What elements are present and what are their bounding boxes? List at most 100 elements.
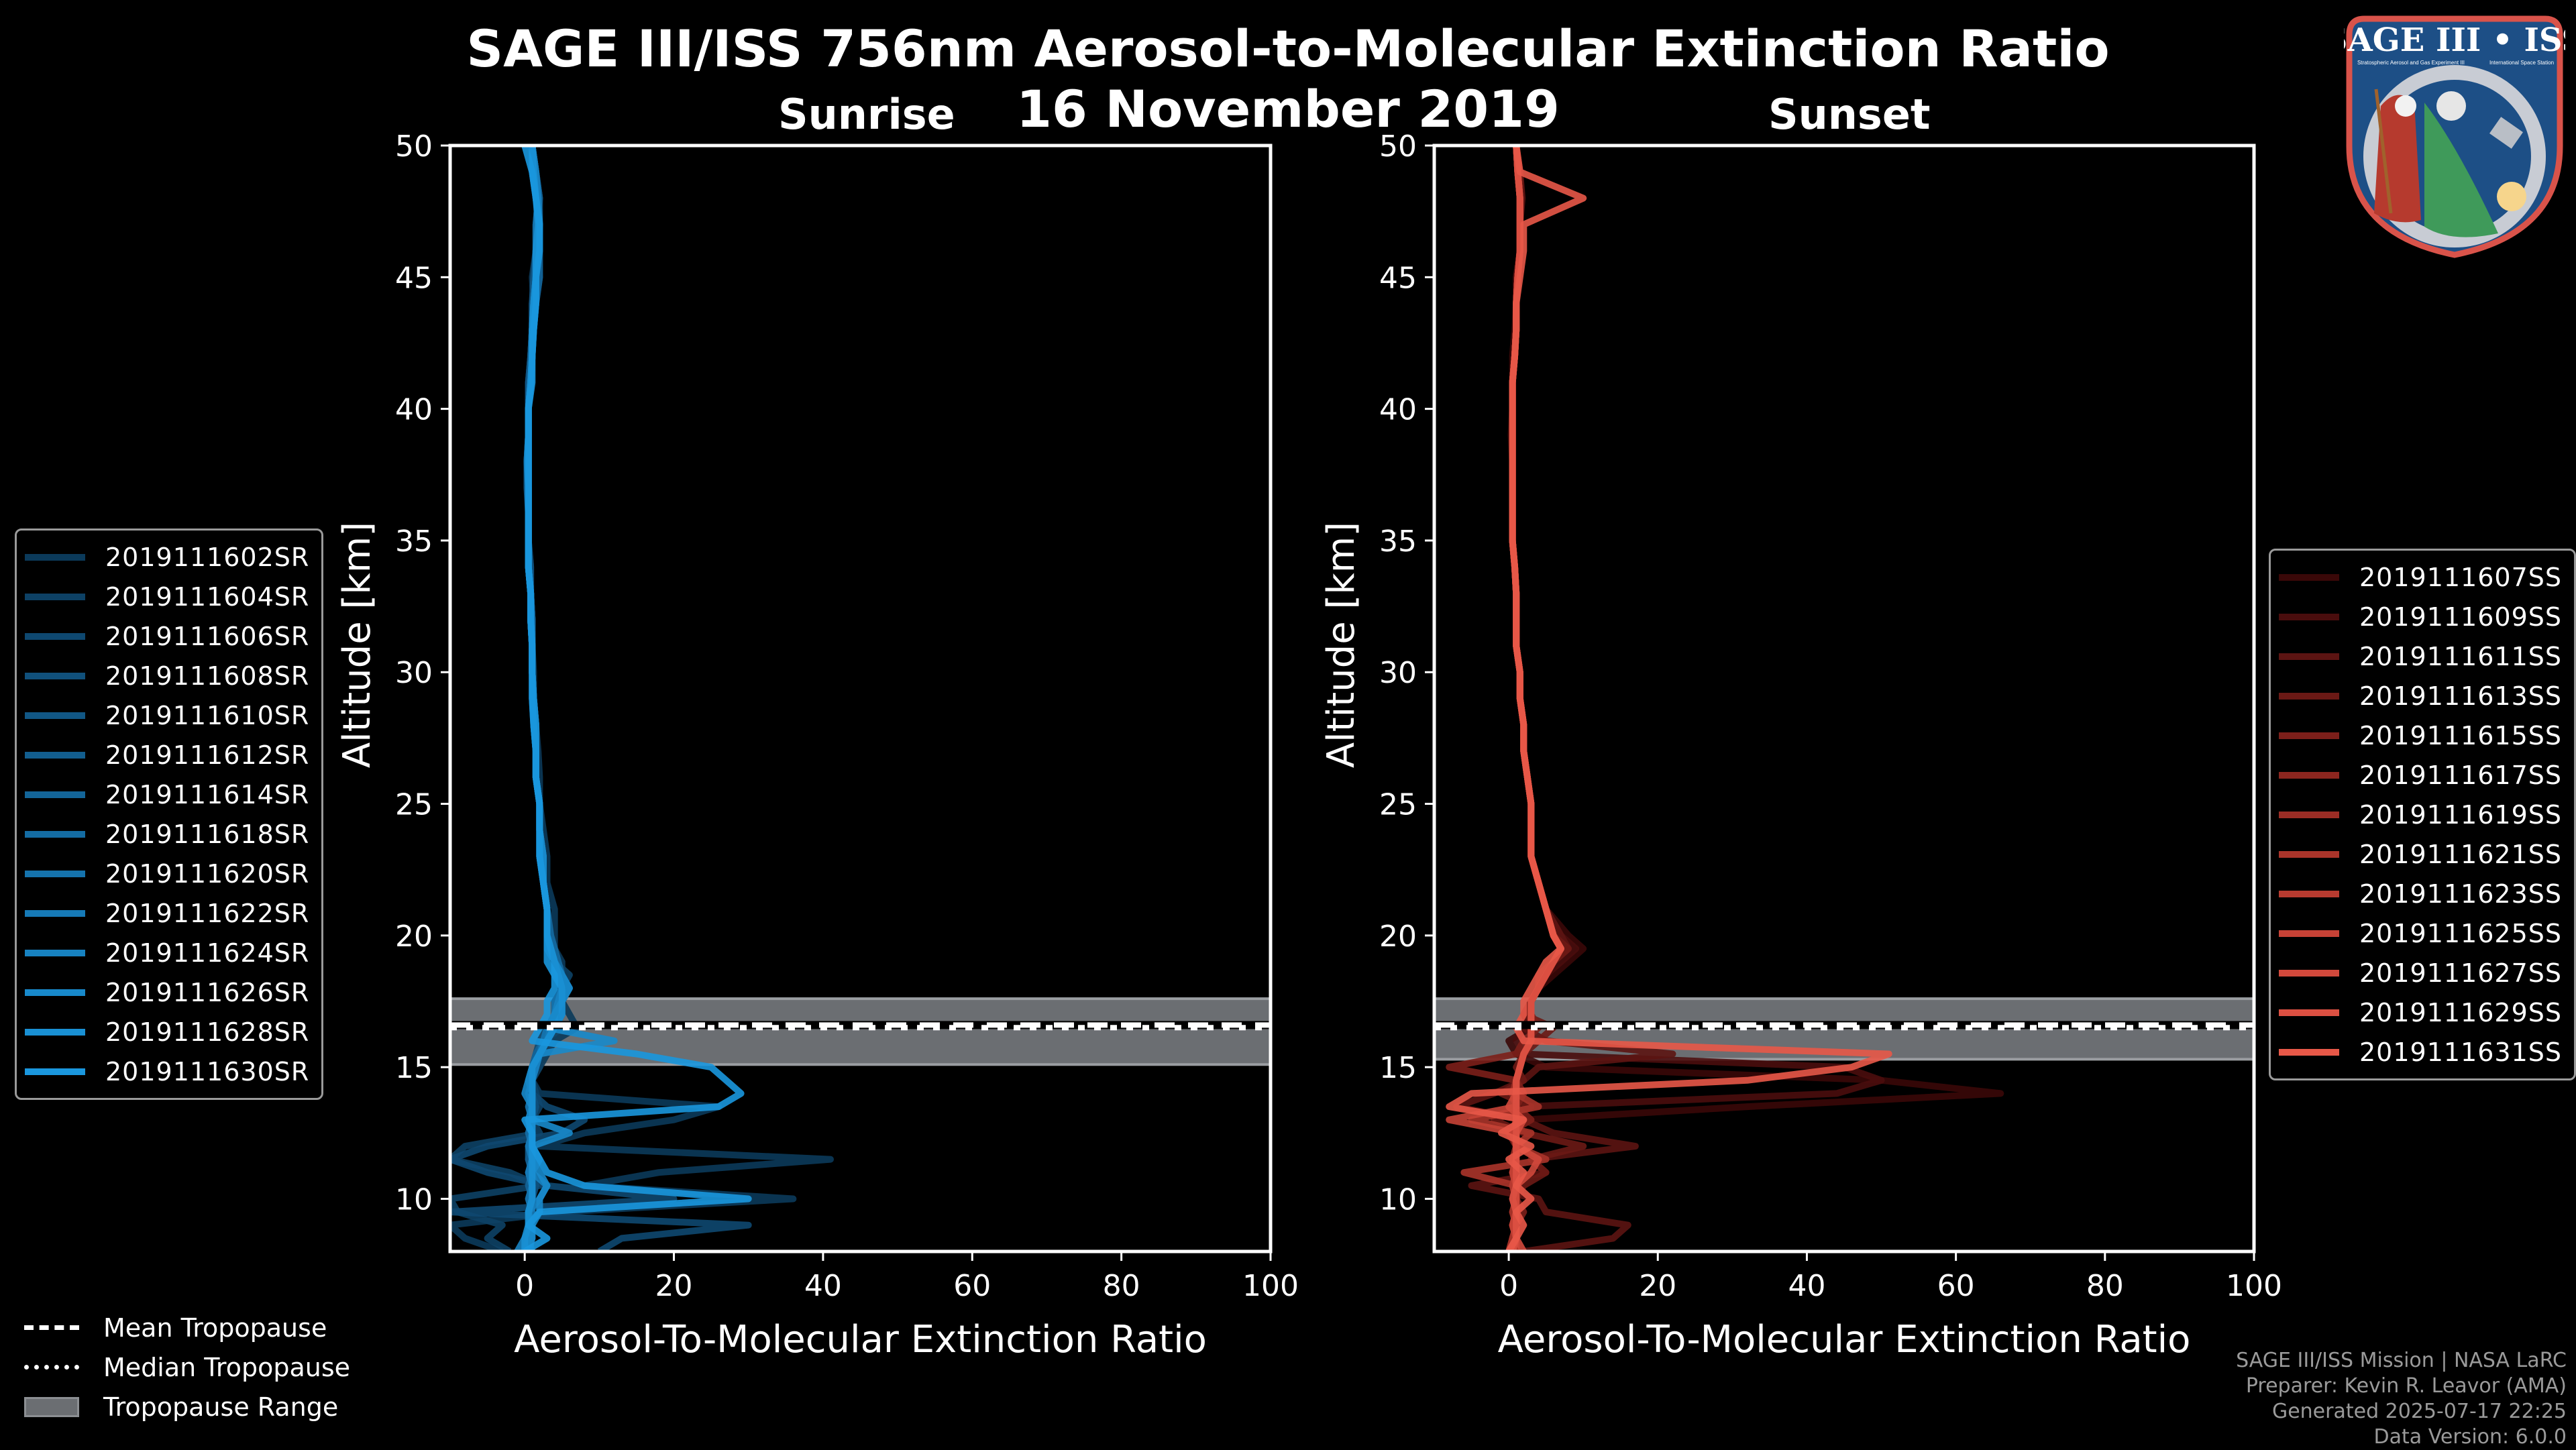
legend-label: Mean Tropopause [103,1313,327,1343]
legend-label: 2019111606SR [105,621,310,651]
legend-label: 2019111613SS [2359,681,2563,711]
y-tick-label: 45 [1379,261,1417,295]
legend-label: 2019111622SR [105,898,310,928]
x-tick-label: 0 [515,1269,534,1303]
legend-label: 2019111608SR [105,661,310,691]
credit-preparer: Preparer: Kevin R. Leavor (AMA) [2245,1374,2567,1398]
y-tick-label: 30 [395,656,433,690]
credit-generated: Generated 2025-07-17 22:25 [2271,1400,2567,1423]
legend-line-swatch [25,909,85,917]
legend-item: 2019111630SR [25,1052,309,1091]
chart-title: SAGE III/ISS 756nm Aerosol-to-Molecular … [466,19,2110,78]
y-tick-label: 15 [1379,1051,1417,1085]
legend-line-swatch [25,712,85,719]
x-tick-label: 40 [1788,1269,1825,1303]
legend-item: 2019111624SR [25,933,309,972]
y-tick-label: 20 [1379,919,1417,954]
y-tick-label: 35 [1379,524,1417,559]
x-axis-label: Aerosol-To-Molecular Extinction Ratio [514,1318,1207,1361]
legend-line-swatch [25,593,85,600]
y-tick-label: 35 [395,524,433,559]
legend-line-swatch [2279,930,2339,937]
logo-title: SAGE III • ISS [2344,21,2565,59]
credit-data-version: Data Version: 6.0.0 [2373,1425,2567,1449]
legend-label: 2019111620SR [105,858,310,889]
y-tick-label: 50 [1379,129,1417,164]
legend-label: Median Tropopause [103,1352,350,1382]
chart-date: 16 November 2019 [1016,79,1560,139]
y-axis-label: Altitude [km] [335,522,379,768]
legend-item: 2019111628SR [25,1012,309,1052]
legend-line-swatch [25,751,85,759]
legend-item: 2019111618SR [25,814,309,854]
legend-mean-tropopause: Mean Tropopause [24,1308,350,1347]
legend-item: 2019111623SS [2279,874,2562,913]
y-tick-label: 15 [395,1051,433,1085]
x-tick-label: 60 [1937,1269,1975,1303]
legend-line-swatch [2279,890,2339,897]
legend-label: 2019111612SR [105,740,310,770]
legend-item: 2019111613SS [2279,676,2562,716]
legend-item: 2019111604SR [25,577,309,616]
x-tick-label: 0 [1499,1269,1518,1303]
legend-item: 2019111621SS [2279,834,2562,874]
legend-item: 2019111611SS [2279,636,2562,676]
legend-item: 2019111614SR [25,775,309,814]
y-axis-label: Altitude [km] [1320,522,1363,768]
legend-line-swatch [25,949,85,956]
legend-label: 2019111614SR [105,779,310,810]
profile-2019111630SR [521,146,752,1251]
sunrise-legend: 2019111602SR 2019111604SR 2019111606SR 2019… [15,528,324,1100]
legend-line-swatch [25,989,85,996]
legend-label: 2019111623SS [2359,879,2563,909]
dashed-line-swatch [24,1325,79,1330]
profile-lines [450,146,834,1251]
x-tick-label: 60 [953,1269,991,1303]
tropopause-legend: Mean Tropopause Median Tropopause Tropop… [24,1308,350,1427]
legend-line-swatch [2279,613,2339,620]
y-tick-label: 25 [1379,788,1417,822]
logo-wizard [2374,95,2421,223]
axes-frame [448,144,1273,1253]
legend-line-swatch [2279,573,2339,581]
legend-item: 2019111606SR [25,616,309,656]
x-tick-label: 100 [1242,1269,1299,1303]
legend-line-swatch [25,553,85,561]
legend-line-swatch [25,632,85,640]
logo-ring [2363,65,2546,247]
legend-item: 2019111610SR [25,695,309,735]
legend-line-swatch [2279,850,2339,858]
logo-earth [2424,103,2498,237]
tropopause-range-band [449,997,1272,1066]
legend-line-swatch [25,1028,85,1036]
y-tick-label: 30 [1379,656,1417,690]
y-tick-label: 50 [395,129,433,164]
legend-item: 2019111625SS [2279,913,2562,953]
logo-sun [2497,182,2526,211]
x-axis-label: Aerosol-To-Molecular Extinction Ratio [1498,1318,2191,1361]
legend-label: 2019111611SS [2359,641,2563,671]
legend-tropopause-range: Tropopause Range [24,1387,350,1427]
legend-label: 2019111631SS [2359,1037,2563,1067]
logo-wizard-head [2395,95,2416,117]
legend-label: 2019111619SS [2359,799,2563,830]
profile-2019111604SR [450,146,573,1251]
y-tick-label: 20 [395,919,433,954]
x-tick-label: 40 [804,1269,842,1303]
profile-2019111602SR [450,146,834,1251]
x-tick-label: 20 [1639,1269,1676,1303]
range-band-swatch [24,1396,79,1417]
legend-label: 2019111624SR [105,938,310,968]
legend-line-swatch [2279,692,2339,700]
legend-label: 2019111617SS [2359,760,2563,790]
legend-item: 2019111607SS [2279,557,2562,597]
x-tick-label: 80 [1103,1269,1140,1303]
legend-label: 2019111607SS [2359,562,2563,592]
credit-mission: SAGE III/ISS Mission | NASA LaRC [2236,1349,2567,1372]
y-tick-label: 40 [395,393,433,427]
logo-subtitle-right: International Space Station [2489,60,2554,66]
legend-label: 2019111621SS [2359,839,2563,869]
legend-item: 2019111629SS [2279,993,2562,1032]
sunset-panel-title: Sunset [1768,90,1931,139]
